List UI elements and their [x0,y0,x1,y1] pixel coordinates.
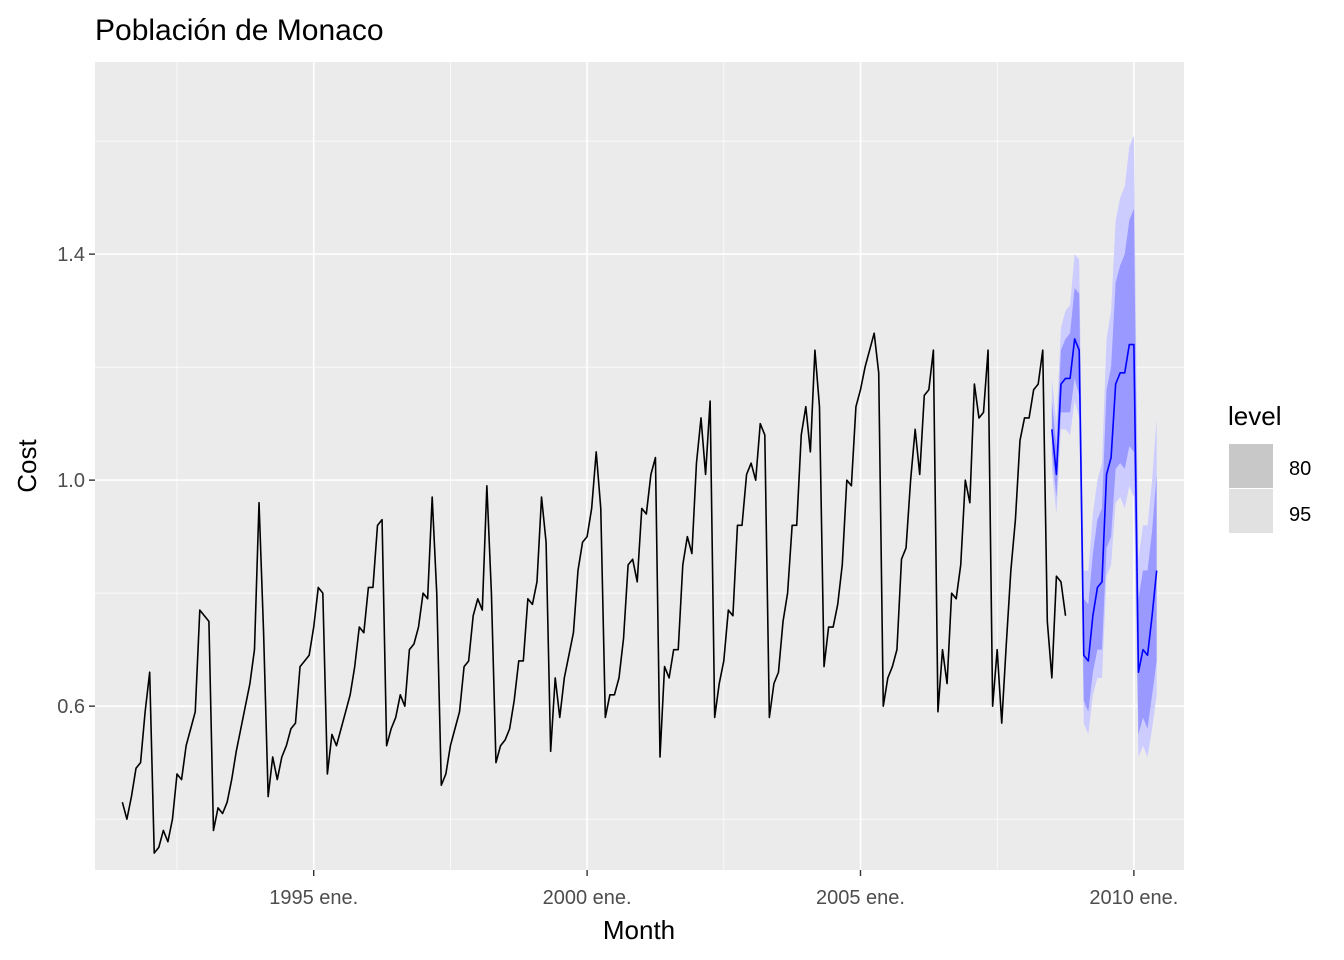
band-80 [1051,208,1157,735]
legend-title: level [1228,401,1281,431]
y-tick-label: 1.0 [57,470,85,492]
legend-key-80 [1229,444,1273,488]
y-axis-ticks: 0.6 1.0 1.4 [57,244,95,718]
x-tick-label: 2010 ene. [1089,887,1178,909]
legend: level 80 95 [1228,401,1311,533]
legend-label-95: 95 [1289,504,1311,526]
prediction-intervals [1051,135,1157,757]
plot-panel [95,62,1184,870]
major-gridlines [95,62,1184,870]
series-lines [121,332,1158,854]
chart-title: Población de Monaco [95,14,384,47]
history-line [121,332,1067,854]
x-tick-label: 2005 ene. [816,887,905,909]
x-axis-ticks: 1995 ene. 2000 ene. 2005 ene. 2010 ene. [269,870,1178,909]
y-axis-title: Cost [12,438,42,492]
legend-key-95 [1229,489,1273,533]
x-axis-title: Month [603,915,675,945]
x-tick-label: 1995 ene. [269,887,358,909]
y-tick-label: 0.6 [57,696,85,718]
minor-gridlines [95,62,1184,870]
y-tick-label: 1.4 [57,244,85,266]
forecast-line [1051,338,1158,674]
x-tick-label: 2000 ene. [543,887,632,909]
legend-label-80: 80 [1289,458,1311,480]
